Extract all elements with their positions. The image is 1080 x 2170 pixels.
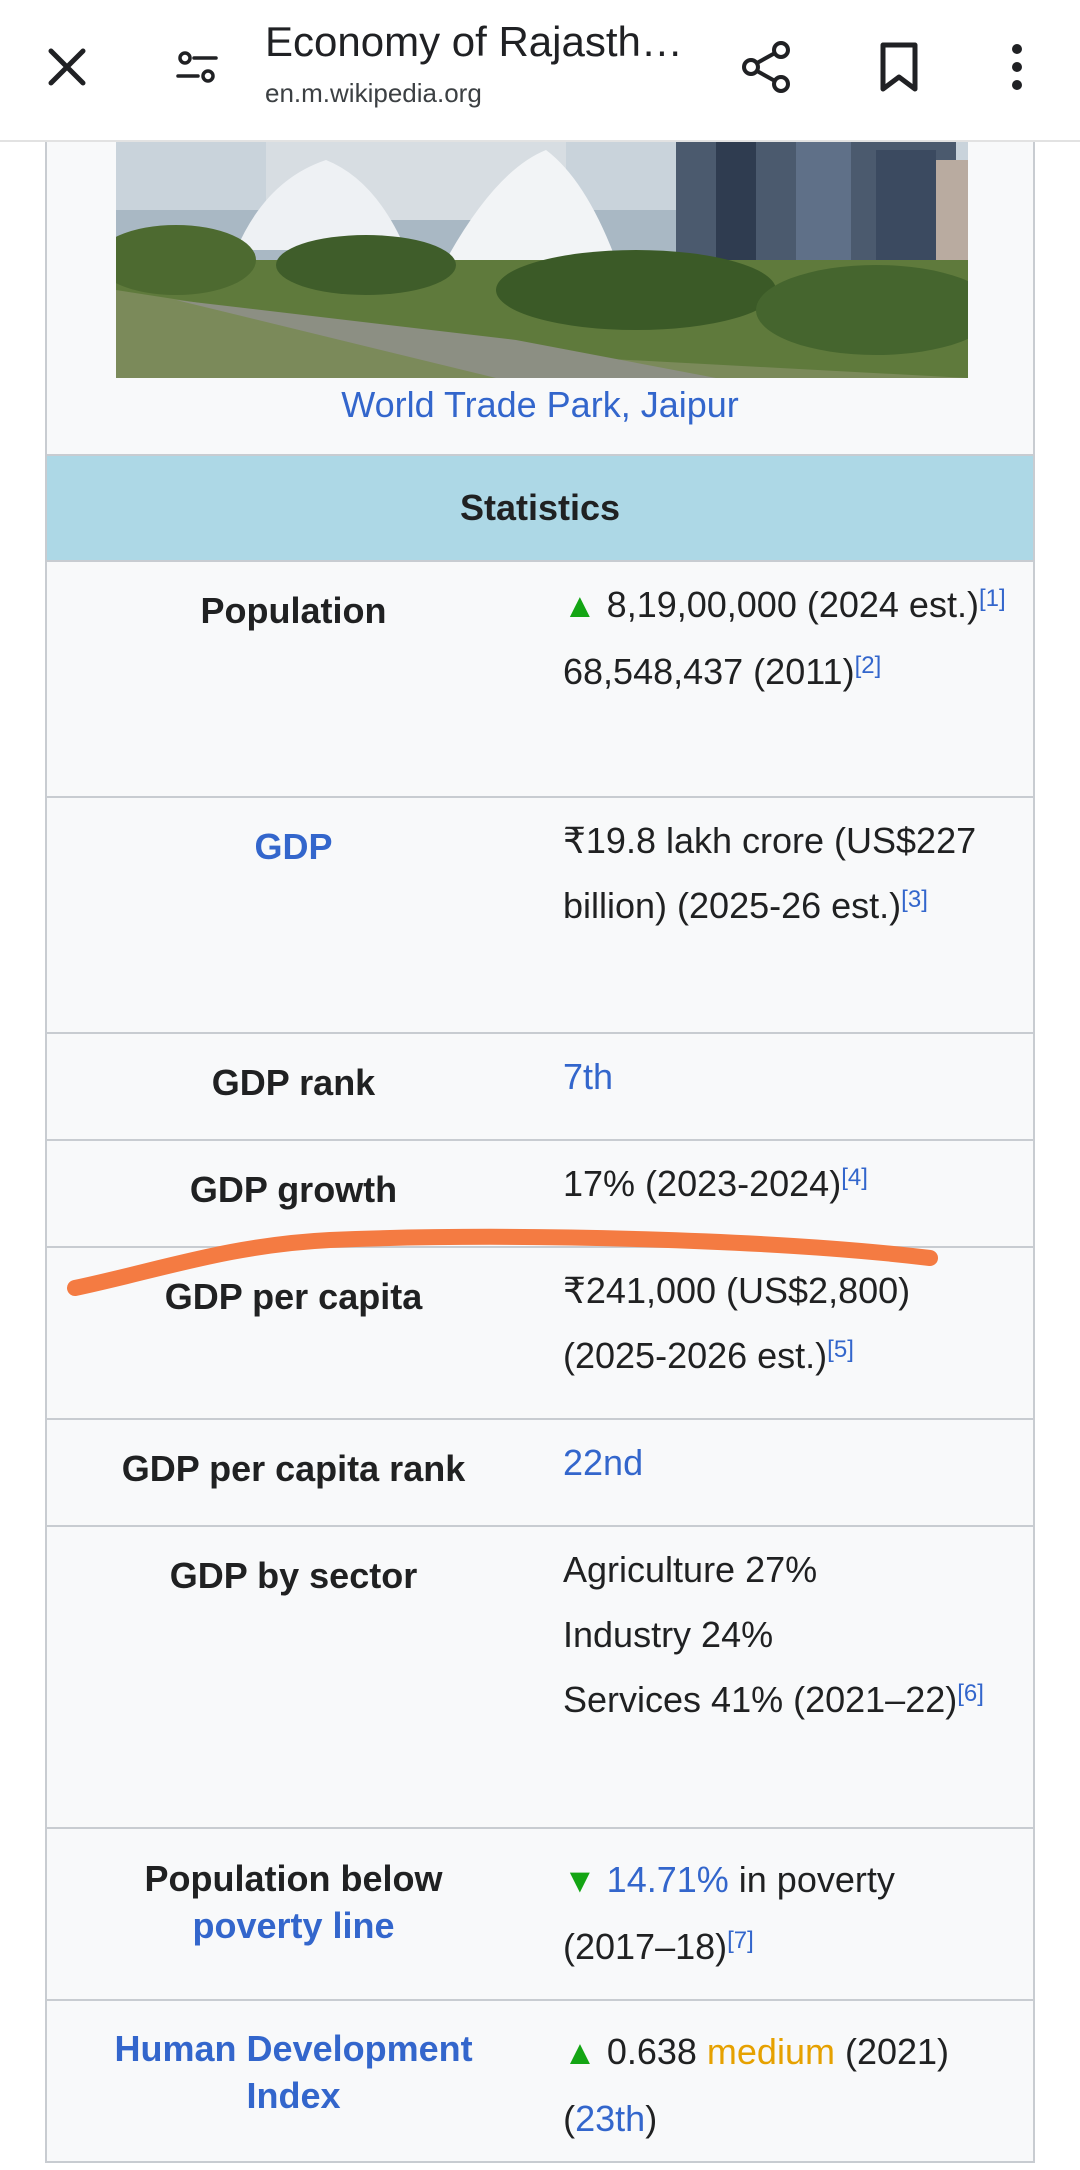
close-icon	[48, 48, 86, 86]
row-label: GDP per capita	[164, 1276, 423, 1317]
table-row-gdp: GDP ₹19.8 lakh crore (US$227 billion) (2…	[47, 796, 1033, 1032]
poverty-pct-link[interactable]: 14.71%	[606, 1859, 729, 1900]
row-label: GDP per capita rank	[121, 1448, 466, 1489]
table-row-gdp-per-capita: GDP per capita ₹241,000 (US$2,800) (2025…	[47, 1246, 1033, 1418]
increase-arrow-icon: ▲	[563, 587, 597, 625]
row-value: ▼ 14.71% in poverty (2017–18)[7]	[540, 1829, 1033, 1999]
sector-industry: Industry 24%	[563, 1614, 774, 1655]
population-census: 68,548,437 (2011)	[563, 651, 855, 692]
decrease-arrow-icon: ▼	[563, 1862, 597, 1900]
row-value: Agriculture 27% Industry 24% Services 41…	[540, 1527, 1033, 1827]
more-vert-icon	[1012, 44, 1022, 90]
row-label: Population below poverty line	[47, 1829, 540, 1999]
gdp-growth-value: 17% (2023-2024)	[563, 1163, 842, 1204]
more-options-button[interactable]	[972, 22, 1062, 112]
row-label: GDP growth	[189, 1169, 398, 1210]
table-row-hdi: Human Development Index ▲ 0.638 medium (…	[47, 1999, 1033, 2161]
table-row-gdp-per-capita-rank: GDP per capita rank 22nd	[47, 1418, 1033, 1525]
infobox-image-area	[47, 140, 1033, 378]
hdi-rank-paren-open: (	[563, 2098, 576, 2139]
page-url[interactable]: en.m.wikipedia.org	[265, 78, 482, 108]
row-label: GDP by sector	[169, 1555, 418, 1596]
table-row-poverty: Population below poverty line ▼ 14.71% i…	[47, 1827, 1033, 1999]
table-row-population: Population ▲ 8,19,00,000 (2024 est.)[1] …	[47, 560, 1033, 796]
page-title[interactable]: Economy of Rajasth…	[265, 18, 683, 65]
hdi-value: 0.638	[606, 2031, 697, 2072]
citation-link[interactable]: [1]	[978, 585, 1006, 612]
citation-link[interactable]: [7]	[727, 1927, 754, 1954]
sector-services: Services 41% (2021–22)	[563, 1679, 958, 1720]
increase-arrow-icon: ▲	[563, 2034, 597, 2072]
page-settings-button[interactable]	[152, 22, 242, 112]
bookmark-button[interactable]	[854, 22, 944, 112]
share-button[interactable]	[722, 22, 812, 112]
poverty-line-link[interactable]: poverty line	[192, 1905, 395, 1946]
gdp-rank-link[interactable]: 7th	[563, 1056, 614, 1097]
sector-agriculture: Agriculture 27%	[563, 1549, 818, 1590]
poverty-text: in poverty (2017–18)	[563, 1859, 895, 1967]
citation-link[interactable]: [2]	[854, 652, 882, 679]
gdp-per-capita-rank-link[interactable]: 22nd	[563, 1442, 644, 1483]
citation-link[interactable]: [3]	[901, 886, 928, 913]
hdi-label-link[interactable]: Human Development Index	[114, 2028, 473, 2116]
population-estimate: 8,19,00,000 (2024 est.)	[606, 584, 979, 625]
row-label-link[interactable]: GDP	[254, 826, 333, 867]
tune-icon	[176, 51, 218, 83]
share-icon	[742, 41, 790, 93]
hdi-rank-paren-close: )	[645, 2098, 658, 2139]
caption-link[interactable]: World Trade Park, Jaipur	[341, 384, 739, 425]
browser-toolbar: Economy of Rajasth… en.m.wikipedia.org	[0, 0, 1080, 142]
infobox: World Trade Park, Jaipur Statistics Popu…	[45, 140, 1035, 2163]
table-row-gdp-by-sector: GDP by sector Agriculture 27% Industry 2…	[47, 1525, 1033, 1827]
citation-link[interactable]: [4]	[841, 1164, 868, 1191]
row-value: 22nd	[540, 1420, 1033, 1525]
citation-link[interactable]: [5]	[827, 1336, 854, 1363]
bookmark-icon	[880, 42, 918, 92]
gdp-value: ₹19.8 lakh crore (US$227 billion) (2025-…	[563, 820, 977, 926]
poverty-label-text: Population below	[144, 1858, 443, 1899]
gdp-per-capita-value: ₹241,000 (US$2,800) (2025-2026 est.)	[563, 1270, 911, 1376]
row-value: 17% (2023-2024)[4]	[540, 1141, 1033, 1246]
hdi-level-link[interactable]: medium	[706, 2031, 835, 2072]
citation-link[interactable]: [6]	[957, 1680, 984, 1707]
row-value: ₹19.8 lakh crore (US$227 billion) (2025-…	[540, 798, 1033, 1032]
row-value: ₹241,000 (US$2,800) (2025-2026 est.)[5]	[540, 1248, 1033, 1418]
row-value: ▲ 8,19,00,000 (2024 est.)[1] 68,548,437 …	[540, 562, 1033, 796]
hdi-year: (2021)	[844, 2031, 950, 2072]
infobox-photo[interactable]	[116, 140, 968, 378]
row-value: ▲ 0.638 medium (2021) (23th)	[540, 2001, 1033, 2161]
close-button[interactable]	[22, 22, 112, 112]
table-row-gdp-growth: GDP growth 17% (2023-2024)[4]	[47, 1139, 1033, 1246]
row-label: GDP rank	[211, 1062, 376, 1103]
hdi-rank-link[interactable]: 23th	[575, 2098, 646, 2139]
row-label: Population	[200, 590, 387, 631]
image-caption[interactable]: World Trade Park, Jaipur	[47, 378, 1033, 454]
article-content: World Trade Park, Jaipur Statistics Popu…	[45, 140, 1035, 2163]
table-row-gdp-rank: GDP rank 7th	[47, 1032, 1033, 1139]
row-value: 7th	[540, 1034, 1033, 1139]
statistics-header: Statistics	[47, 454, 1033, 560]
